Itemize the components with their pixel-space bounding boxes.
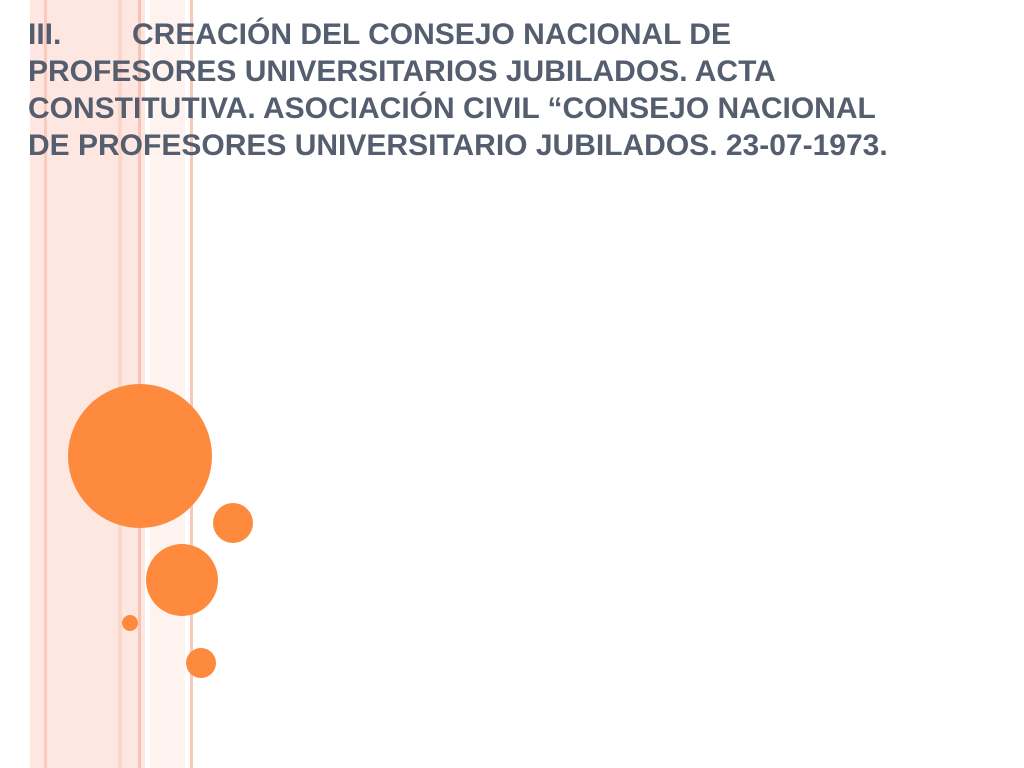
heading-line: PROFESORES UNIVERSITARIOS JUBILADOS. ACT…	[28, 53, 1018, 90]
heading: III. CREACIÓN DEL CONSEJO NACIONAL DE PROF…	[28, 16, 1018, 164]
heading-number: III.	[28, 18, 62, 51]
heading-text: PROFESORES UNIVERSITARIOS JUBILADOS. ACT…	[28, 55, 776, 88]
circle	[68, 384, 212, 528]
stripe	[138, 0, 141, 768]
circle	[122, 615, 138, 631]
stripe	[150, 0, 185, 768]
heading-line: DE PROFESORES UNIVERSITARIO JUBILADOS. 2…	[28, 127, 1018, 164]
stripe	[30, 0, 145, 768]
stripe	[44, 0, 47, 768]
stripe	[190, 0, 193, 768]
circle	[213, 503, 253, 543]
heading-line: III. CREACIÓN DEL CONSEJO NACIONAL DE	[28, 16, 1018, 53]
heading-line: CONSTITUTIVA. ASOCIACIÓN CIVIL “CONSEJO …	[28, 90, 1018, 127]
heading-text: DE PROFESORES UNIVERSITARIO JUBILADOS. 2…	[28, 129, 888, 162]
circle	[186, 648, 216, 678]
stripe	[118, 0, 122, 768]
circle	[146, 544, 218, 616]
heading-text: CONSTITUTIVA. ASOCIACIÓN CIVIL “CONSEJO …	[28, 92, 876, 125]
heading-text: CREACIÓN DEL CONSEJO NACIONAL DE	[132, 18, 731, 51]
